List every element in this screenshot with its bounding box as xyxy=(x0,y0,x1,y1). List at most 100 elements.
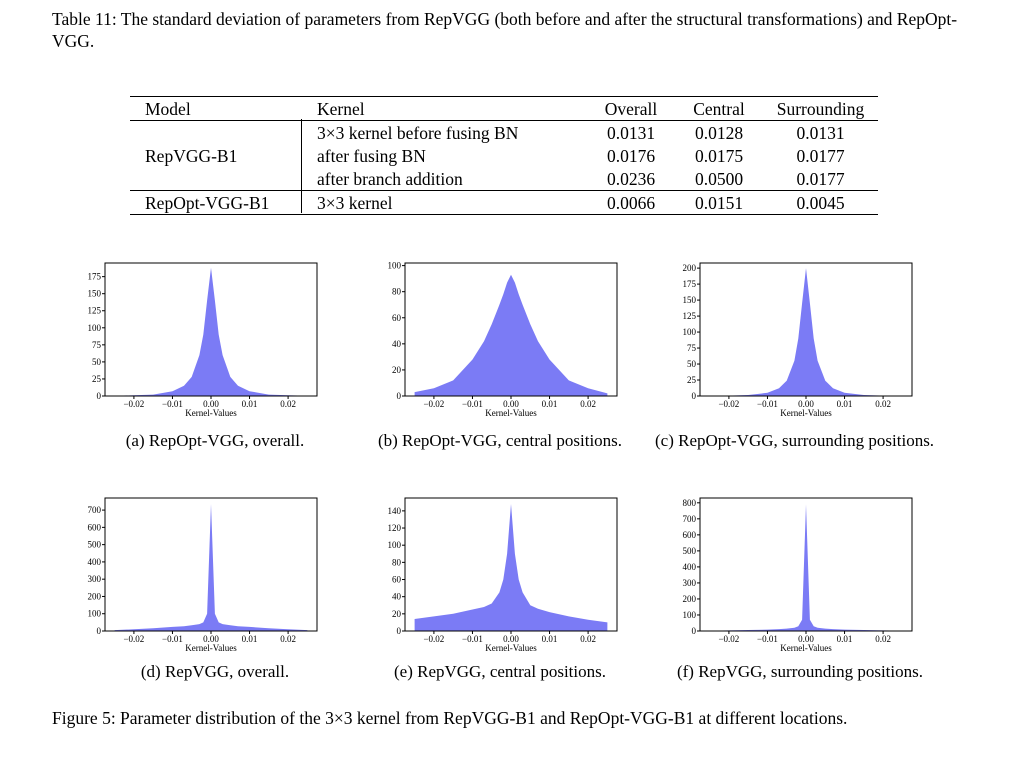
x-tick-label: 0.01 xyxy=(242,634,258,644)
y-tick-label: 20 xyxy=(392,365,402,375)
y-tick-label: 100 xyxy=(88,323,102,333)
y-tick-label: 400 xyxy=(88,557,102,567)
central-cell: 0.0151 xyxy=(694,192,744,213)
table-row: RepVGG-B1 3×3 kernel before fusing BN 0.… xyxy=(130,121,878,166)
y-tick-label: 600 xyxy=(683,530,697,540)
std-table: Model Kernel Overall Central Surrounding… xyxy=(130,96,878,215)
y-tick-label: 150 xyxy=(683,295,697,305)
header-central: Central xyxy=(693,98,745,119)
overall-cell: 0.0236 xyxy=(606,168,656,189)
central-cell: 0.0500 xyxy=(694,168,744,189)
x-tick-label: 0.00 xyxy=(798,399,814,409)
x-tick-label: 0.02 xyxy=(580,634,596,644)
overall-cell: 0.0131 xyxy=(606,122,656,143)
histogram-area xyxy=(709,504,903,631)
y-tick-label: 100 xyxy=(683,610,697,620)
x-tick-label: 0.01 xyxy=(837,399,853,409)
y-tick-label: 60 xyxy=(392,313,402,323)
histogram-chart: 0 20 40 60 80 100 −0.02 −0.01 0.00 0.01 0.02 Kernel… xyxy=(388,261,618,418)
kernel-cell: after fusing BN xyxy=(317,145,426,166)
caption-c-text: (c) RepOpt-VGG, surrounding positions. xyxy=(655,431,935,450)
y-tick-label: 700 xyxy=(683,514,697,524)
header-overall: Overall xyxy=(604,98,658,119)
y-tick-label: 500 xyxy=(88,540,102,550)
y-tick-label: 25 xyxy=(687,375,697,385)
table-header-row: Model Kernel Overall Central Surrounding xyxy=(130,96,878,121)
y-tick-label: 0 xyxy=(97,391,102,401)
histogram-chart: 0 25 50 75 100 125 150 175 200 −0.02 −0.01 0.00 0.01… xyxy=(683,262,913,418)
histogram-chart: 0 100 200 300 400 500 600 700 800 −0.02 −0.01 0.00 0… xyxy=(683,497,913,653)
caption-f: (f) RepVGG, surrounding positions. xyxy=(676,662,923,681)
x-axis-label: Kernel-Values xyxy=(485,643,537,653)
histogram-area xyxy=(414,504,608,631)
y-tick-label: 150 xyxy=(88,289,102,299)
histogram-area xyxy=(709,268,903,396)
x-tick-label: 0.00 xyxy=(203,634,219,644)
x-tick-label: −0.02 xyxy=(718,399,739,409)
header-kernel: Kernel xyxy=(317,98,365,119)
x-tick-label: −0.01 xyxy=(757,399,778,409)
x-tick-label: −0.02 xyxy=(123,634,144,644)
model-cell: RepVGG-B1 xyxy=(145,145,238,166)
y-tick-label: 25 xyxy=(92,374,102,384)
header-surrounding: Surrounding xyxy=(776,98,865,119)
x-tick-label: −0.01 xyxy=(162,634,183,644)
y-tick-label: 0 xyxy=(397,626,402,636)
x-tick-label: 0.02 xyxy=(280,399,296,409)
column-divider xyxy=(301,119,302,213)
table-caption: Table 11: The standard deviation of para… xyxy=(52,9,958,51)
y-tick-label: 75 xyxy=(687,343,697,353)
x-tick-label: 0.00 xyxy=(798,634,814,644)
y-tick-label: 80 xyxy=(392,287,402,297)
histogram-chart: 0 25 50 75 100 125 150 175 −0.02 −0.01 0.00 0.01 0.0… xyxy=(88,262,318,418)
caption-c: (c) RepOpt-VGG, surrounding positions. xyxy=(655,430,955,451)
table-row: after branch addition 0.0236 0.0500 0.01… xyxy=(130,167,878,191)
model-cell: RepOpt-VGG-B1 xyxy=(145,192,270,213)
x-tick-label: −0.01 xyxy=(462,634,483,644)
overall-cell: 0.0176 xyxy=(606,145,656,166)
x-axis-label: Kernel-Values xyxy=(780,408,832,418)
table-row: RepOpt-VGG-B1 3×3 kernel 0.0066 0.0151 0… xyxy=(130,190,878,215)
x-tick-label: −0.01 xyxy=(162,399,183,409)
y-tick-label: 800 xyxy=(683,498,697,508)
table-row: after fusing BN 0.0176 0.0175 0.0177 xyxy=(130,144,878,167)
x-tick-label: 0.02 xyxy=(875,399,891,409)
y-tick-label: 400 xyxy=(683,562,697,572)
kernel-cell: 3×3 kernel before fusing BN xyxy=(317,122,519,143)
y-tick-label: 75 xyxy=(92,340,102,350)
y-tick-label: 40 xyxy=(392,592,402,602)
figure-caption: Figure 5: Parameter distribution of the … xyxy=(52,708,848,728)
y-tick-label: 300 xyxy=(88,574,102,584)
histogram-chart: 0 100 200 300 400 500 600 700 −0.02 −0.01 0.00 0.01… xyxy=(88,497,318,653)
y-tick-label: 50 xyxy=(92,357,102,367)
y-tick-label: 700 xyxy=(88,505,102,515)
y-tick-label: 0 xyxy=(692,626,697,636)
y-tick-label: 100 xyxy=(388,540,402,550)
y-tick-label: 0 xyxy=(97,626,102,636)
x-tick-label: 0.00 xyxy=(503,634,519,644)
x-axis-label: Kernel-Values xyxy=(185,643,237,653)
x-axis-label: Kernel-Values xyxy=(185,408,237,418)
surrounding-cell: 0.0177 xyxy=(796,145,845,166)
x-tick-label: 0.01 xyxy=(242,399,258,409)
y-tick-label: 40 xyxy=(392,339,402,349)
histogram-area xyxy=(114,267,308,396)
caption-b: (b) RepOpt-VGG, central positions. xyxy=(377,431,623,450)
histogram-chart: 0 20 40 60 80 100 120 140 −0.02 −0.01 0.00 0.01 0.02… xyxy=(388,497,618,653)
surrounding-cell: 0.0131 xyxy=(796,122,845,143)
y-tick-label: 50 xyxy=(687,359,697,369)
x-tick-label: −0.01 xyxy=(462,399,483,409)
y-tick-label: 500 xyxy=(683,546,697,556)
y-tick-label: 300 xyxy=(683,578,697,588)
y-tick-label: 20 xyxy=(392,609,402,619)
histogram-area xyxy=(114,504,308,631)
y-tick-label: 140 xyxy=(388,506,402,516)
kernel-cell: 3×3 kernel xyxy=(317,192,393,213)
y-tick-label: 600 xyxy=(88,522,102,532)
caption-a: (a) RepOpt-VGG, overall. xyxy=(125,431,305,450)
overall-cell: 0.0066 xyxy=(606,192,656,213)
y-tick-label: 120 xyxy=(388,523,402,533)
caption-e: (e) RepVGG, central positions. xyxy=(394,662,606,681)
x-tick-label: −0.02 xyxy=(423,399,444,409)
x-axis-label: Kernel-Values xyxy=(780,643,832,653)
